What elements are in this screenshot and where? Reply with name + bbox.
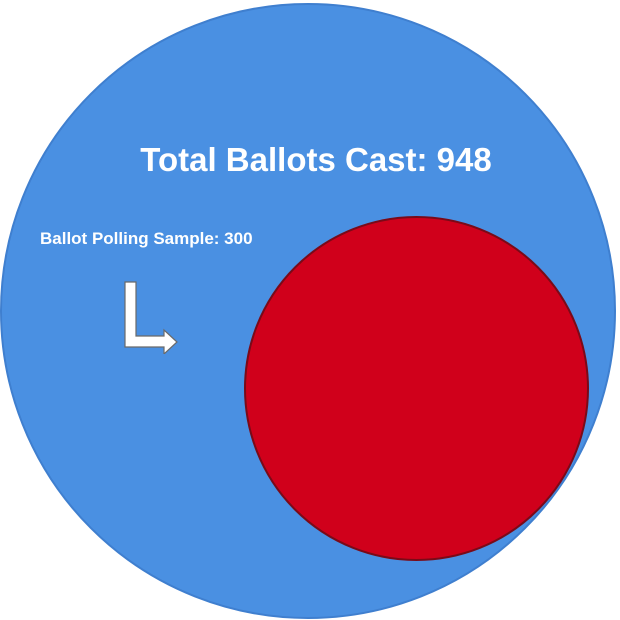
sample-circle [244, 216, 589, 561]
sample-label: Ballot Polling Sample: 300 [40, 229, 253, 248]
total-ballots-label: Total Ballots Cast: 948 [140, 141, 492, 178]
turn-right-arrow-icon [124, 281, 178, 354]
